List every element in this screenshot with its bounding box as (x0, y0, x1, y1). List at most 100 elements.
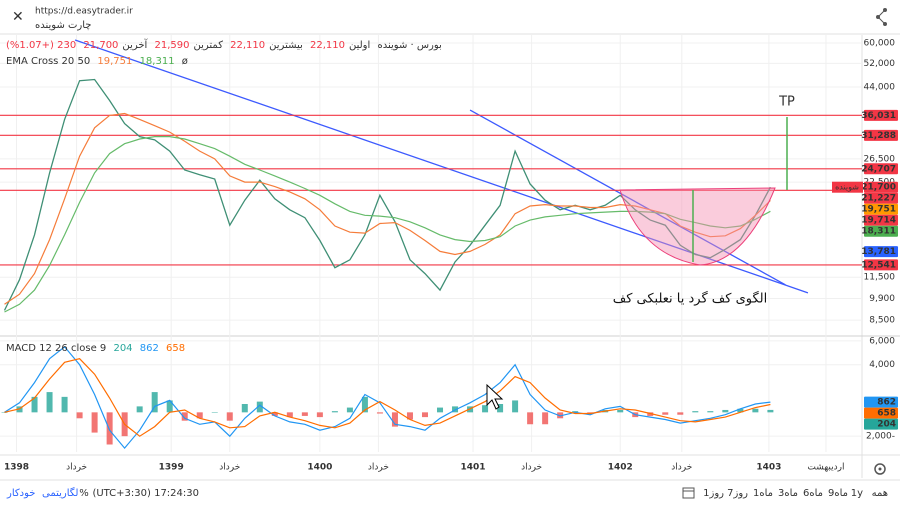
macd-histogram-bar (196, 412, 203, 419)
macd-histogram-bar (406, 412, 413, 420)
x-tick-label: 1402 (608, 463, 633, 473)
price-label-bg (864, 418, 898, 430)
ohlc-value: 22,110 (310, 40, 345, 51)
macd-histogram-bar (256, 401, 263, 413)
range-button[interactable]: همه (872, 488, 888, 499)
symbol-name: بورس · شوینده (377, 40, 442, 51)
macd-histogram-bar (316, 412, 323, 418)
series-line (4, 358, 771, 437)
share-icon[interactable] (876, 8, 887, 26)
ema-extra: ø (181, 56, 188, 67)
range-button[interactable]: 7روز (727, 488, 748, 499)
price-label: 19,751 (861, 205, 896, 215)
price-label-bg (864, 181, 898, 193)
macd-histogram-bar (46, 392, 53, 413)
macd-histogram-bar (542, 412, 549, 425)
pattern-label: الگوی کف گرد یا نعلبکی کف (613, 291, 767, 307)
macd-histogram-bar (391, 412, 398, 427)
price-label: 862 (877, 398, 896, 408)
price-label-bg (864, 407, 898, 419)
price-label-bg (864, 192, 898, 204)
settings-icon[interactable] (874, 463, 886, 475)
series-line (4, 112, 771, 305)
macd-histogram-bar (136, 406, 143, 413)
macd-value: 204 (113, 343, 133, 354)
axis-layer: 60,00052,00044,00026,50022,50011,5009,90… (4, 39, 898, 473)
price-label: 21,227 (861, 194, 896, 204)
log-toggle[interactable]: لگاریتمی (42, 487, 78, 499)
macd-histogram-bar (662, 412, 669, 415)
symbol-row: بورس · شوینده اولین22,110 بیشترین22,110 … (6, 40, 446, 51)
range-button[interactable]: 9ماه (828, 488, 848, 499)
macd-histogram-bar (286, 412, 293, 418)
price-label: 36,031 (861, 111, 896, 121)
range-button[interactable]: 3ماه (778, 488, 798, 499)
range-button[interactable]: 1روز (703, 488, 724, 499)
calendar-icon[interactable] (682, 487, 695, 499)
macd-histogram-bar (722, 409, 729, 413)
price-label-bg (864, 396, 898, 408)
x-tick-label: خرداد (521, 463, 542, 473)
macd-title: MACD 12 26 close 9 (6, 343, 107, 354)
macd-histogram-bar (647, 412, 654, 416)
x-tick-label: خرداد (671, 463, 692, 473)
price-label-bg (864, 246, 898, 258)
macd-histogram-bar (361, 396, 368, 413)
macd-histogram-bar (331, 411, 338, 413)
macd-histogram-bar (437, 407, 444, 413)
y-tick-label: 60,000 (864, 39, 896, 49)
y-tick-label: 2,000- (866, 432, 895, 442)
series-line (3, 78, 771, 311)
trend-line (469, 109, 786, 286)
macd-value: 862 (139, 343, 159, 354)
ohlc-value: 21,590 (154, 40, 190, 51)
range-button[interactable]: 1ماه (753, 488, 773, 499)
macd-histogram-bar (271, 412, 278, 416)
x-tick-label: 1398 (4, 463, 29, 473)
ema-value: 19,751 (97, 56, 133, 67)
macd-histogram-bar (527, 412, 534, 425)
macd-histogram-bar (497, 404, 504, 413)
macd-histogram-bar (512, 400, 519, 413)
macd-histogram-bar (421, 412, 428, 418)
ohlc-label: اولین (349, 40, 371, 51)
page-title: چارت شوینده (35, 20, 91, 31)
change: 230 (+1.07%) (6, 40, 77, 51)
percent-toggle[interactable]: % (79, 488, 89, 499)
price-label-bg (864, 225, 898, 237)
macd-histogram-bar (181, 412, 188, 421)
symbol-tag: شوینده (835, 183, 859, 192)
macd-histogram-bar (31, 396, 38, 413)
auto-toggle[interactable]: خودکار (6, 488, 35, 499)
y-tick-label: 6,000 (869, 336, 895, 346)
macd-histogram-bar (226, 412, 233, 421)
macd-histogram-bar (692, 411, 699, 413)
range-button[interactable]: 6ماه (803, 488, 823, 499)
price-label: 21,700 (861, 183, 896, 193)
y-tick-label: 8,500 (869, 316, 895, 326)
price-label-bg (864, 129, 898, 141)
macd-histogram-bar (211, 412, 218, 413)
cursor (486, 383, 504, 410)
cup-pattern (619, 187, 776, 266)
macd-histogram-bar (376, 412, 383, 414)
macd-histogram-bar (617, 409, 624, 413)
price-label: 31,288 (861, 131, 896, 141)
macd-histogram-bar (707, 411, 714, 413)
macd-histogram-bar (767, 409, 774, 413)
macd-histogram-bar (76, 412, 83, 419)
y-tick-label: 26,500 (864, 154, 896, 164)
x-tick-label: 1403 (756, 463, 781, 473)
price-label-bg (864, 203, 898, 215)
close-button[interactable]: ✕ (12, 9, 24, 25)
price-label-bg (864, 109, 898, 121)
macd-histogram-bar (737, 408, 744, 413)
x-tick-label: 1399 (159, 463, 184, 473)
price-label: 12,541 (861, 260, 896, 270)
price-label-bg (864, 163, 898, 175)
range-button[interactable]: 1y (851, 488, 863, 499)
price-label: 19,714 (861, 216, 896, 226)
y-tick-label: 4,000 (869, 360, 895, 370)
price-label: 18,311 (861, 227, 896, 237)
